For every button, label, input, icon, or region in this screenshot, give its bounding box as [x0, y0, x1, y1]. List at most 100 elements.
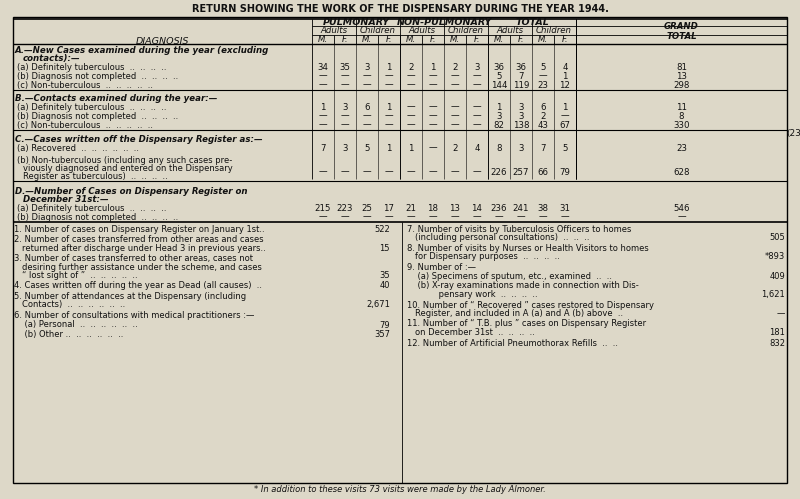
Text: —: — [362, 168, 371, 177]
Text: —: — [341, 213, 350, 222]
Text: —: — [429, 168, 438, 177]
Text: —: — [450, 120, 459, 130]
Text: 40: 40 [379, 281, 390, 290]
Text: —: — [450, 111, 459, 120]
Text: December 31st:—: December 31st:— [23, 195, 109, 204]
Text: —: — [494, 213, 503, 222]
Text: (b) Diagnosis not completed  ..  ..  ..  ..: (b) Diagnosis not completed .. .. .. .. [17, 111, 178, 120]
Text: 138: 138 [513, 120, 530, 130]
Text: * In addition to these visits 73 visits were made by the Lady Almoner.: * In addition to these visits 73 visits … [254, 486, 546, 495]
Text: 223: 223 [337, 204, 354, 213]
Text: 8: 8 [496, 144, 502, 153]
Text: 1. Number of cases on Dispensary Register on January 1st..: 1. Number of cases on Dispensary Registe… [14, 225, 265, 234]
Text: 3: 3 [342, 144, 348, 153]
Text: 34: 34 [318, 62, 329, 71]
Text: 3: 3 [518, 144, 524, 153]
Text: —: — [318, 71, 327, 80]
Text: —: — [429, 120, 438, 130]
Text: —: — [450, 102, 459, 111]
Text: 409: 409 [770, 272, 785, 281]
Text: (b) Non-tuberculous (including any such cases pre-: (b) Non-tuberculous (including any such … [17, 156, 232, 165]
Text: —: — [561, 111, 570, 120]
Text: —: — [406, 80, 415, 89]
Text: (b) X-ray examinations made in connection with Dis-: (b) X-ray examinations made in connectio… [407, 281, 638, 290]
Text: —: — [473, 213, 482, 222]
Text: —: — [450, 213, 459, 222]
Text: 8. Number of visits by Nurses or Health Visitors to homes: 8. Number of visits by Nurses or Health … [407, 244, 649, 252]
Text: 298: 298 [674, 80, 690, 89]
Text: 15: 15 [379, 244, 390, 252]
Text: 241: 241 [513, 204, 530, 213]
Text: TOTAL: TOTAL [515, 18, 549, 27]
Text: —: — [406, 213, 415, 222]
Text: —: — [362, 71, 371, 80]
Text: 1,621: 1,621 [762, 290, 785, 299]
Text: (a) Specimens of sputum, etc., examined  ..  ..: (a) Specimens of sputum, etc., examined … [407, 272, 612, 281]
Text: —: — [385, 213, 394, 222]
Text: —: — [538, 71, 547, 80]
Text: M.: M. [318, 35, 328, 44]
Text: 546: 546 [674, 204, 690, 213]
Text: F.: F. [562, 35, 568, 44]
Text: —: — [385, 71, 394, 80]
Text: (23): (23) [786, 129, 800, 138]
Text: 23: 23 [676, 144, 687, 153]
Text: 2. Number of cases transferred from other areas and cases: 2. Number of cases transferred from othe… [14, 235, 264, 244]
Text: —: — [362, 111, 371, 120]
Text: 25: 25 [362, 204, 373, 213]
Text: —: — [341, 80, 350, 89]
Text: —: — [385, 168, 394, 177]
Text: —: — [777, 309, 785, 318]
Text: (c) Non-tuberculous  ..  ..  ..  ..  ..: (c) Non-tuberculous .. .. .. .. .. [17, 120, 153, 130]
Text: —: — [429, 144, 438, 153]
Text: 1: 1 [386, 102, 392, 111]
Text: viously diagnosed and entered on the Dispensary: viously diagnosed and entered on the Dis… [23, 164, 233, 173]
Text: —: — [450, 71, 459, 80]
Text: 4: 4 [562, 62, 568, 71]
Text: —: — [341, 71, 350, 80]
Text: 1: 1 [320, 102, 326, 111]
Text: 628: 628 [674, 168, 690, 177]
Text: (a) Personal  ..  ..  ..  ..  ..  ..: (a) Personal .. .. .. .. .. .. [14, 320, 138, 329]
Text: 36: 36 [494, 62, 505, 71]
Text: 21: 21 [406, 204, 417, 213]
Text: 82: 82 [494, 120, 505, 130]
Text: 1: 1 [408, 144, 414, 153]
Text: 505: 505 [770, 233, 785, 242]
Text: —: — [561, 213, 570, 222]
Text: 7: 7 [540, 144, 546, 153]
Text: 1: 1 [562, 71, 568, 80]
Text: F.: F. [518, 35, 524, 44]
Text: 215: 215 [314, 204, 331, 213]
Text: 36: 36 [515, 62, 526, 71]
Text: 181: 181 [769, 328, 785, 337]
Text: F.: F. [430, 35, 436, 44]
Text: 144: 144 [490, 80, 507, 89]
Text: (a) Definitely tuberculous  ..  ..  ..  ..: (a) Definitely tuberculous .. .. .. .. [17, 102, 166, 111]
Text: —: — [429, 71, 438, 80]
Text: (c) Non-tuberculous  ..  ..  ..  ..  ..: (c) Non-tuberculous .. .. .. .. .. [17, 80, 153, 89]
Text: —: — [473, 80, 482, 89]
Text: A.—New Cases examined during the year (excluding: A.—New Cases examined during the year (e… [15, 45, 270, 54]
Text: 357: 357 [374, 330, 390, 339]
Text: 66: 66 [538, 168, 549, 177]
Text: 236: 236 [490, 204, 507, 213]
Text: F.: F. [474, 35, 480, 44]
Text: 7: 7 [320, 144, 326, 153]
Text: contacts):—: contacts):— [23, 53, 81, 62]
Text: —: — [406, 102, 415, 111]
Text: 31: 31 [559, 204, 570, 213]
Text: —: — [385, 111, 394, 120]
Text: on December 31st  ..  ..  ..  ..: on December 31st .. .. .. .. [415, 328, 535, 337]
Text: pensary work  ..  ..  ..  ..: pensary work .. .. .. .. [415, 290, 538, 299]
Text: —: — [429, 80, 438, 89]
Text: —: — [318, 120, 327, 130]
Text: (b) Diagnosis not completed  ..  ..  ..  ..: (b) Diagnosis not completed .. .. .. .. [17, 213, 178, 222]
Text: DIAGNOSIS: DIAGNOSIS [136, 37, 189, 46]
Text: 3: 3 [518, 102, 524, 111]
Text: —: — [341, 120, 350, 130]
Text: 23: 23 [538, 80, 549, 89]
Text: C.—Cases written off the Dispensary Register as:—: C.—Cases written off the Dispensary Regi… [15, 135, 262, 144]
Text: —: — [362, 213, 371, 222]
Text: 2: 2 [452, 62, 458, 71]
